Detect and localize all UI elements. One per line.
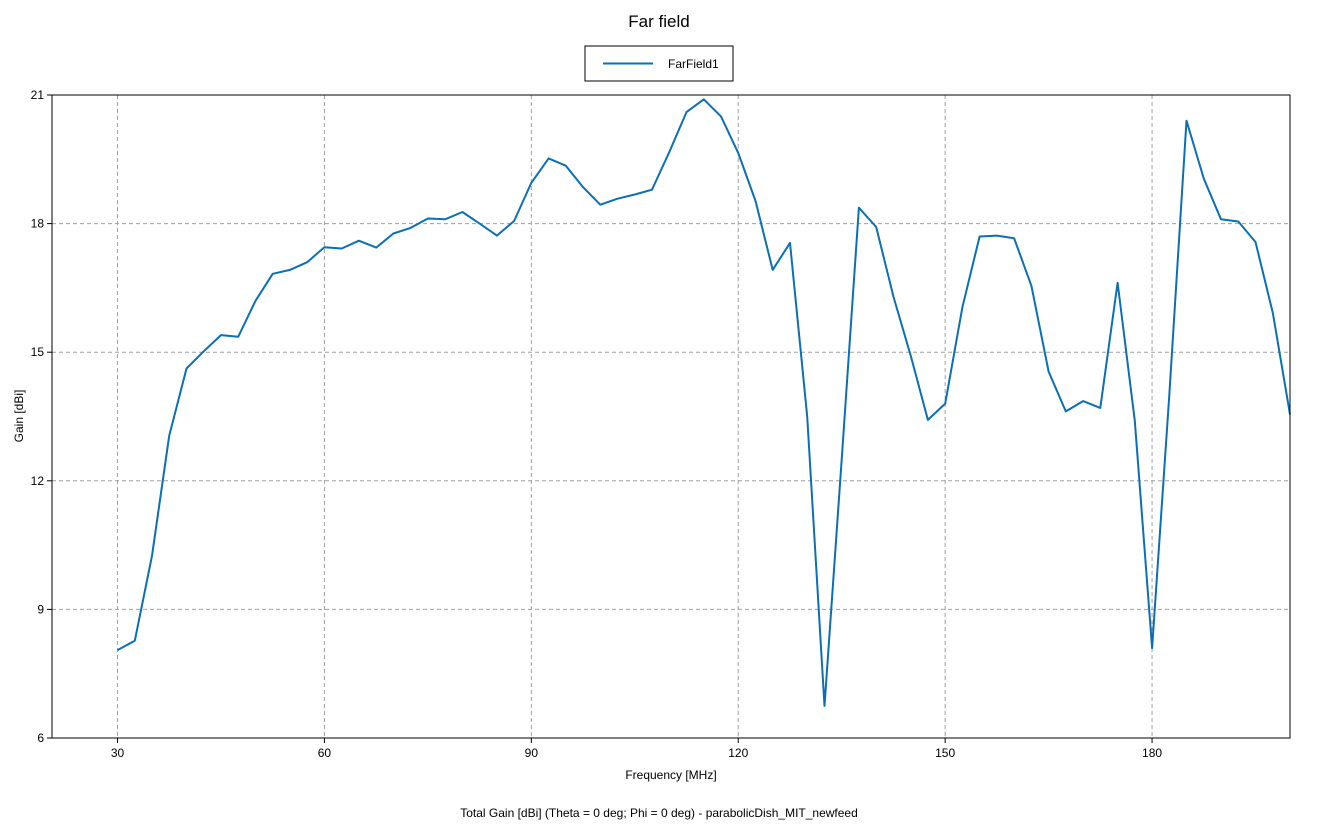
x-tick-label: 150	[935, 746, 955, 760]
y-axis-ticks: 6 9 12 15 18 21	[31, 88, 52, 745]
grid	[52, 95, 1290, 738]
x-tick-label: 60	[318, 746, 332, 760]
x-tick-label: 120	[728, 746, 748, 760]
x-axis-ticks: 30 60 90 120 150 180	[111, 738, 1162, 760]
x-tick-label: 30	[111, 746, 125, 760]
x-tick-label: 180	[1142, 746, 1162, 760]
y-tick-label: 21	[31, 88, 45, 102]
y-tick-label: 18	[31, 217, 45, 231]
y-tick-label: 9	[37, 602, 44, 616]
x-axis-label: Frequency [MHz]	[625, 768, 716, 782]
legend: FarField1	[584, 45, 734, 82]
chart-title: Far field	[628, 12, 689, 31]
x-tick-label: 90	[525, 746, 539, 760]
y-tick-label: 6	[37, 731, 44, 745]
series-layer	[117, 98, 1291, 707]
legend-label: FarField1	[668, 57, 719, 71]
plot-frame	[51, 94, 1291, 739]
y-tick-label: 15	[31, 345, 45, 359]
series-line-1	[117, 98, 1291, 707]
y-axis-label: Gain [dBi]	[12, 390, 26, 443]
plot-area	[52, 95, 1290, 738]
y-tick-label: 12	[31, 474, 45, 488]
chart-footer: Total Gain [dBi] (Theta = 0 deg; Phi = 0…	[460, 806, 858, 820]
